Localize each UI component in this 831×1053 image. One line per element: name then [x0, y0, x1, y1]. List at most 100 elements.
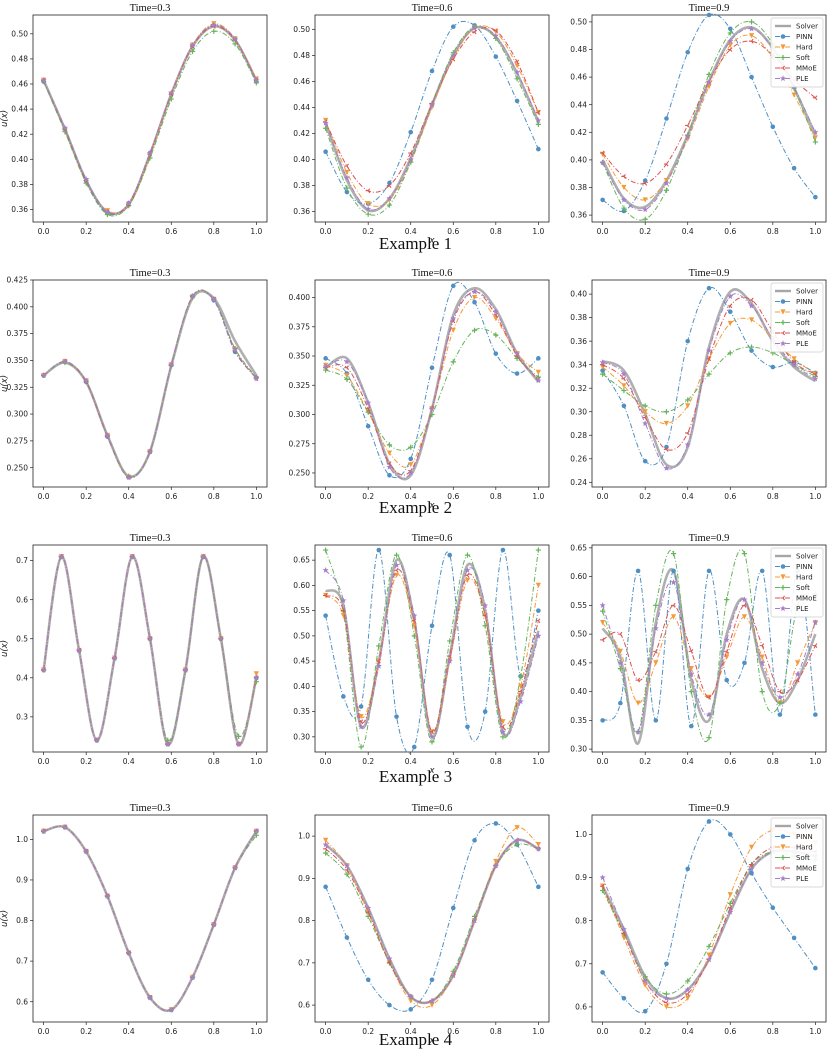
ex4-t2-legend-label-solver: Solver: [796, 823, 818, 831]
ex2-t2-xtick-label: 0.8: [767, 492, 779, 501]
ex4-t0-axes: [32, 814, 268, 1023]
ex4-t2-point-hard: [663, 1004, 670, 1010]
ex3-t1-axes: [314, 544, 550, 753]
ex4-t2-legend-marker-hard: [780, 844, 786, 850]
ex1-t2-xtick-label: 1.0: [809, 227, 821, 236]
ex4-t2-ytick-label: 1.0: [575, 830, 587, 839]
ex4-t1-point-hard: [323, 837, 329, 843]
ex1-t2-point-hard: [791, 92, 797, 98]
ex2-t2-point-soft: [706, 371, 712, 377]
ex4-t1-point-pinn: [429, 977, 435, 983]
ex1-t2-point-ple: [705, 79, 713, 86]
ex3-t2-point-ple: [759, 659, 766, 666]
ex2-t2-ytick-label: 0.30: [570, 407, 587, 416]
ex4-t2-point-ple: [705, 956, 713, 963]
ex3-t1-point-soft: [535, 547, 541, 553]
ex4-t2-legend-label-pinn: PINN: [796, 833, 813, 841]
ex1-t2-point-pinn: [600, 197, 605, 203]
ex3-t2-legend-marker-mmoe: [780, 595, 785, 601]
ex4-t0-point-ple: [104, 892, 111, 899]
ex3-t1-point-hard: [500, 719, 506, 725]
ex3-t2-point-pinn: [618, 700, 623, 706]
ex2-t1-ytick-label: 0.325: [289, 381, 311, 390]
ex1-t0-point-ple: [83, 176, 90, 182]
ex4-t1-point-ple: [428, 997, 436, 1004]
ex3-t1-point-soft: [429, 739, 435, 745]
ex4-t2-point-mmoe: [621, 931, 626, 937]
ex3-t0-point-ple: [111, 655, 118, 661]
ex1-t1-xtick-label: 1.0: [532, 227, 544, 236]
ex2-t2-series-mmoe: [602, 296, 816, 451]
ex2-t1-xlabel: x: [428, 501, 435, 511]
ex2-t2-point-soft: [663, 409, 670, 415]
ex3-t1-point-soft: [482, 623, 488, 629]
ex3-t2-point-pinn: [706, 568, 712, 574]
ex2-t1-point-hard: [408, 462, 414, 468]
ex3-t2-point-ple: [723, 636, 730, 643]
ex1-t2-point-ple: [748, 25, 755, 32]
ex1-t1-point-hard: [365, 201, 371, 207]
ex3-t1-point-ple: [428, 733, 436, 740]
ex1-t2-legend-marker-pinn: [780, 34, 786, 39]
ex2-t0-ytick-label: 0.350: [7, 356, 29, 365]
ex2-t2-point-mmoe: [748, 297, 754, 303]
ex3-t0-point-ple: [76, 647, 83, 654]
ex3-t1-point-ple: [446, 657, 453, 664]
ex2-t2-point-soft: [600, 371, 606, 377]
ex4-t1-point-pinn: [387, 1002, 392, 1008]
ex4-t1-point-mmoe: [386, 960, 392, 966]
ex3-t1-point-hard: [518, 683, 524, 689]
ex2-t2-point-hard: [621, 383, 627, 389]
ex2-t2-ytick-label: 0.40: [570, 290, 587, 299]
ex4-t1-series-pinn: [325, 822, 539, 1012]
ex4-t0-xtick-label: 0.8: [208, 1027, 220, 1036]
ex3-t1-point-pinn: [482, 709, 488, 714]
ex2-t2-point-ple: [663, 464, 670, 471]
ex1-t1-point-ple: [535, 117, 542, 124]
ex1-t2-xtick-label: 0.6: [724, 227, 736, 236]
ex4-t1-axes: [314, 814, 550, 1023]
ex3-t2-point-ple: [652, 625, 659, 631]
ex2-t0-xtick-label: 0.6: [165, 492, 177, 501]
ex4-t1-point-ple: [343, 862, 350, 869]
ex3-t2-legend-label-pinn: PINN: [796, 563, 813, 571]
ex1-t2-ytick-label: 0.46: [570, 73, 587, 82]
ex3-t2-point-mmoe: [706, 694, 711, 700]
ex1-t1-series-mmoe: [325, 27, 539, 193]
ex2-t0-point-ple: [168, 361, 175, 368]
ex3-t2-xtick-label: 0.6: [724, 757, 736, 766]
ex3-t2-point-hard: [617, 648, 623, 654]
ex3-t0-point-ple: [164, 740, 171, 747]
ex3-t2-legend-label-mmoe: MMoE: [796, 595, 817, 603]
ex1-t2-point-ple: [642, 206, 649, 213]
ex4-t0-xtick-label: 0.4: [123, 1027, 135, 1036]
ex4-t2-legend-label-hard: Hard: [796, 844, 813, 852]
ex2-t1-title: Time=0.6: [412, 268, 453, 279]
ex3-t1-xtick-label: 0.4: [405, 757, 417, 766]
ex4-t1-point-ple: [514, 837, 521, 843]
ex2-t2-legend-label-soft: Soft: [796, 319, 810, 327]
ex3-t2-xtick-label: 1.0: [809, 757, 821, 766]
ex3-t0-point-ple: [58, 553, 65, 560]
ex2-t2-point-soft: [642, 403, 648, 409]
ex3-t1-point-ple: [375, 662, 382, 669]
ex4-t1-point-pinn: [408, 1007, 414, 1012]
ex4-t0-point-ple: [210, 921, 217, 928]
ex2-t1-point-ple: [428, 405, 436, 412]
ex4-t2-ytick-label: 0.6: [575, 1003, 587, 1012]
ex2-t2-point-pinn: [600, 368, 605, 373]
ex1-t2-legend-label-ple: PLE: [796, 75, 809, 83]
ex2-t2-point-pinn: [749, 348, 754, 353]
ex3-t1-ytick-label: 0.30: [293, 732, 310, 741]
ex2-t1-axes: [314, 279, 550, 488]
ex3-t2-ytick-label: 0.40: [570, 687, 587, 696]
ex2-t1-xtick-label: 0.6: [447, 492, 459, 501]
ex3-t2-point-mmoe: [688, 648, 694, 654]
example-3-title: Example 3: [378, 767, 453, 786]
ex2-t0-ylabel: u(x): [0, 375, 10, 392]
ex3-t0-xtick-label: 0.8: [208, 757, 220, 766]
ex1-t2-point-soft: [642, 216, 648, 222]
ex4-t2-legend-marker-soft: [780, 854, 786, 861]
ex4-t2-point-hard: [727, 892, 733, 898]
ex3-t0-point-ple: [217, 635, 224, 642]
